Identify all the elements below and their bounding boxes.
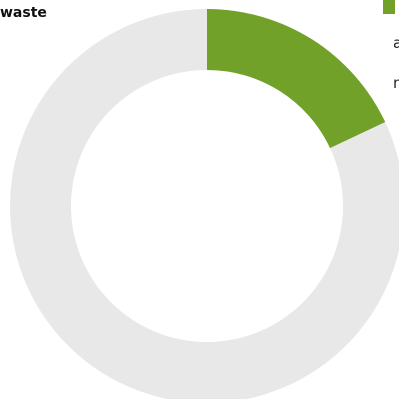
legend: a n xyxy=(383,0,399,100)
chart-title-fragment: waste xyxy=(0,5,47,21)
legend-text-fragment: a xyxy=(393,34,399,52)
legend-swatch xyxy=(383,0,395,14)
pie-slice-1 xyxy=(10,9,399,399)
pie-slice-0 xyxy=(207,9,386,149)
legend-text-fragment: n xyxy=(393,74,399,92)
